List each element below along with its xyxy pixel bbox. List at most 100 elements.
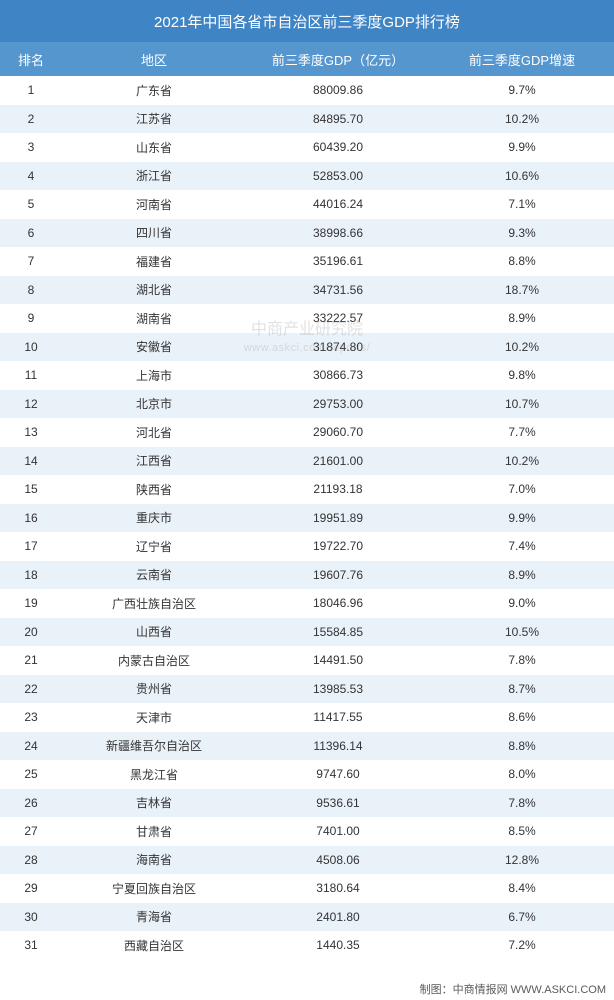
cell-gdp: 9536.61 (246, 796, 430, 810)
table-row: 19广西壮族自治区18046.969.0% (0, 589, 614, 618)
table-row: 24新疆维吾尔自治区11396.148.8% (0, 732, 614, 761)
table-row: 13河北省29060.707.7% (0, 418, 614, 447)
cell-gdp: 9747.60 (246, 767, 430, 781)
cell-region: 江西省 (62, 452, 246, 469)
cell-growth: 6.7% (430, 910, 614, 924)
table-row: 9湖南省33222.578.9% (0, 304, 614, 333)
cell-rank: 14 (0, 454, 62, 468)
cell-rank: 8 (0, 283, 62, 297)
cell-gdp: 2401.80 (246, 910, 430, 924)
cell-growth: 9.0% (430, 596, 614, 610)
table-row: 22贵州省13985.538.7% (0, 675, 614, 704)
cell-gdp: 29060.70 (246, 425, 430, 439)
table-row: 30青海省2401.806.7% (0, 903, 614, 932)
header-rank: 排名 (0, 50, 62, 69)
cell-rank: 18 (0, 568, 62, 582)
cell-region: 福建省 (62, 253, 246, 270)
cell-gdp: 3180.64 (246, 881, 430, 895)
cell-region: 云南省 (62, 566, 246, 583)
cell-region: 安徽省 (62, 338, 246, 355)
table-row: 7福建省35196.618.8% (0, 247, 614, 276)
cell-rank: 2 (0, 112, 62, 126)
cell-gdp: 30866.73 (246, 368, 430, 382)
cell-growth: 7.8% (430, 796, 614, 810)
table-row: 11上海市30866.739.8% (0, 361, 614, 390)
cell-rank: 21 (0, 653, 62, 667)
cell-growth: 9.9% (430, 140, 614, 154)
cell-rank: 20 (0, 625, 62, 639)
cell-growth: 9.3% (430, 226, 614, 240)
cell-region: 上海市 (62, 367, 246, 384)
cell-region: 青海省 (62, 908, 246, 925)
cell-growth: 9.7% (430, 83, 614, 97)
cell-growth: 8.4% (430, 881, 614, 895)
table-row: 16重庆市19951.899.9% (0, 504, 614, 533)
cell-growth: 7.0% (430, 482, 614, 496)
cell-growth: 8.5% (430, 824, 614, 838)
table-row: 3山东省60439.209.9% (0, 133, 614, 162)
cell-region: 湖南省 (62, 310, 246, 327)
table-row: 2江苏省84895.7010.2% (0, 105, 614, 134)
cell-rank: 1 (0, 83, 62, 97)
cell-rank: 4 (0, 169, 62, 183)
cell-region: 重庆市 (62, 509, 246, 526)
cell-rank: 23 (0, 710, 62, 724)
cell-growth: 8.0% (430, 767, 614, 781)
table-row: 12北京市29753.0010.7% (0, 390, 614, 419)
cell-growth: 10.2% (430, 112, 614, 126)
table-row: 25黑龙江省9747.608.0% (0, 760, 614, 789)
table-row: 4浙江省52853.0010.6% (0, 162, 614, 191)
cell-region: 四川省 (62, 224, 246, 241)
cell-growth: 12.8% (430, 853, 614, 867)
cell-gdp: 4508.06 (246, 853, 430, 867)
cell-growth: 10.7% (430, 397, 614, 411)
cell-rank: 22 (0, 682, 62, 696)
cell-growth: 7.4% (430, 539, 614, 553)
cell-region: 山东省 (62, 139, 246, 156)
cell-region: 贵州省 (62, 680, 246, 697)
cell-growth: 8.8% (430, 739, 614, 753)
cell-gdp: 11417.55 (246, 710, 430, 724)
cell-rank: 28 (0, 853, 62, 867)
cell-growth: 8.6% (430, 710, 614, 724)
cell-rank: 3 (0, 140, 62, 154)
cell-gdp: 15584.85 (246, 625, 430, 639)
table-row: 10安徽省31874.8010.2% (0, 333, 614, 362)
table-body: 1广东省88009.869.7%2江苏省84895.7010.2%3山东省604… (0, 76, 614, 960)
cell-growth: 8.9% (430, 568, 614, 582)
table-row: 14江西省21601.0010.2% (0, 447, 614, 476)
table-row: 15陕西省21193.187.0% (0, 475, 614, 504)
cell-region: 新疆维吾尔自治区 (62, 737, 246, 754)
cell-region: 湖北省 (62, 281, 246, 298)
cell-region: 河北省 (62, 424, 246, 441)
cell-growth: 7.7% (430, 425, 614, 439)
cell-growth: 7.2% (430, 938, 614, 952)
cell-rank: 29 (0, 881, 62, 895)
cell-region: 吉林省 (62, 794, 246, 811)
cell-region: 广东省 (62, 82, 246, 99)
cell-gdp: 19607.76 (246, 568, 430, 582)
cell-region: 辽宁省 (62, 538, 246, 555)
table-row: 23天津市11417.558.6% (0, 703, 614, 732)
cell-growth: 9.8% (430, 368, 614, 382)
table-row: 8湖北省34731.5618.7% (0, 276, 614, 305)
cell-region: 甘肃省 (62, 823, 246, 840)
cell-growth: 7.1% (430, 197, 614, 211)
header-growth: 前三季度GDP增速 (430, 50, 614, 69)
cell-gdp: 11396.14 (246, 739, 430, 753)
cell-gdp: 18046.96 (246, 596, 430, 610)
cell-rank: 31 (0, 938, 62, 952)
cell-gdp: 31874.80 (246, 340, 430, 354)
cell-rank: 16 (0, 511, 62, 525)
cell-region: 浙江省 (62, 167, 246, 184)
cell-gdp: 29753.00 (246, 397, 430, 411)
table-row: 27甘肃省7401.008.5% (0, 817, 614, 846)
cell-growth: 10.2% (430, 454, 614, 468)
cell-rank: 13 (0, 425, 62, 439)
cell-rank: 27 (0, 824, 62, 838)
cell-gdp: 88009.86 (246, 83, 430, 97)
cell-rank: 12 (0, 397, 62, 411)
footer-credit: 制图：中商情报网 WWW.ASKCI.COM (420, 978, 606, 1000)
cell-gdp: 60439.20 (246, 140, 430, 154)
cell-growth: 10.5% (430, 625, 614, 639)
